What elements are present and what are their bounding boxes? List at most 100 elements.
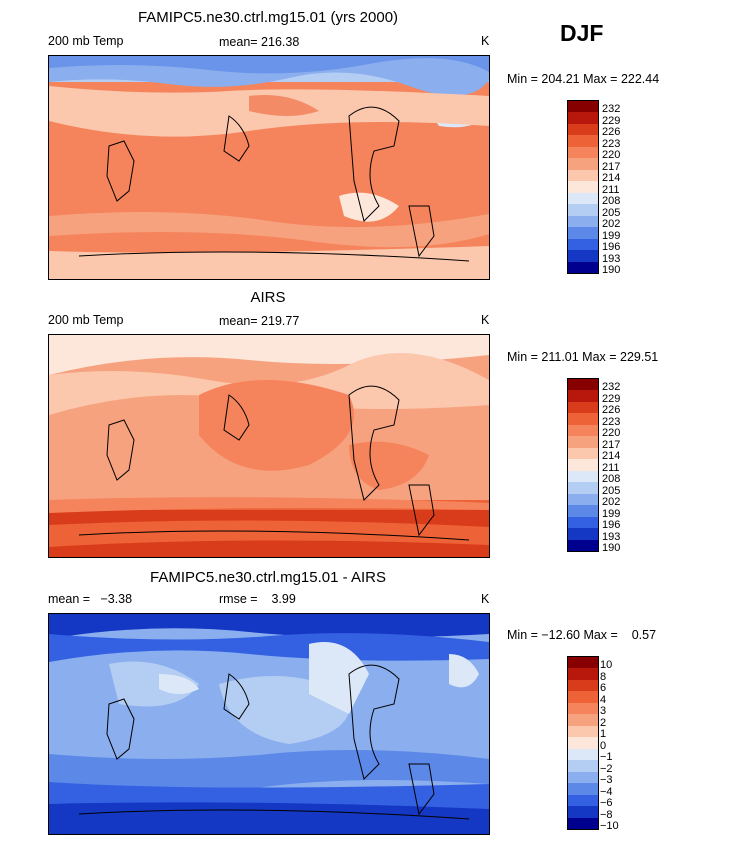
colorbar-tick: 211 bbox=[602, 184, 620, 196]
colorbar-swatch bbox=[568, 505, 598, 517]
colorbar-tick: 226 bbox=[602, 126, 621, 138]
colorbar-swatch bbox=[568, 250, 598, 262]
colorbar-tick: 232 bbox=[602, 103, 621, 115]
colorbar-swatch bbox=[568, 112, 598, 124]
colorbar-tick: −4 bbox=[600, 786, 613, 798]
colorbar-swatch bbox=[568, 238, 598, 251]
colorbar-tick: 202 bbox=[602, 218, 621, 230]
colorbar-tick: 8 bbox=[600, 671, 607, 683]
colorbar-tick: 4 bbox=[600, 694, 607, 706]
colorbar-tick: 193 bbox=[602, 253, 621, 265]
colorbar-swatch bbox=[568, 401, 598, 414]
colorbar-swatch bbox=[568, 436, 598, 448]
panel-3-rmse-label: rmse = 3.99 bbox=[219, 592, 296, 606]
panel-1-minmax: Min = 204.21 Max = 222.44 bbox=[507, 72, 660, 86]
panel-3-colorbar bbox=[567, 656, 599, 830]
panel-2-minmax: Min = 211.01 Max = 229.51 bbox=[507, 350, 659, 364]
colorbar-tick: −2 bbox=[600, 763, 613, 775]
colorbar-swatch bbox=[568, 493, 598, 506]
panel-1-title: FAMIPC5.ne30.ctrl.mg15.01 (yrs 2000) bbox=[137, 9, 399, 26]
panel-3-map bbox=[48, 613, 490, 835]
colorbar-swatch bbox=[568, 737, 598, 749]
panel-3-contour-field bbox=[49, 614, 489, 834]
colorbar-swatch bbox=[568, 702, 598, 715]
colorbar-swatch bbox=[568, 516, 598, 529]
colorbar-tick: −3 bbox=[600, 774, 613, 786]
colorbar-swatch bbox=[568, 424, 598, 437]
panel-1-contour-field bbox=[49, 56, 489, 279]
colorbar-tick: 208 bbox=[602, 473, 621, 485]
colorbar-swatch bbox=[568, 158, 598, 170]
colorbar-tick: −10 bbox=[600, 820, 619, 832]
panel-1-units-label: K bbox=[481, 34, 490, 48]
panel-2-contour-field bbox=[49, 335, 489, 557]
colorbar-tick: 193 bbox=[602, 531, 621, 543]
season-label: DJF bbox=[560, 20, 604, 46]
panel-1-colorbar bbox=[567, 100, 599, 274]
colorbar-tick: 217 bbox=[602, 439, 621, 451]
colorbar-tick: 226 bbox=[602, 404, 621, 416]
colorbar-swatch bbox=[568, 447, 598, 460]
colorbar-tick: 211 bbox=[602, 462, 620, 474]
colorbar-swatch bbox=[568, 482, 598, 494]
panel-3-units-label: K bbox=[481, 592, 490, 606]
colorbar-tick: −6 bbox=[600, 797, 613, 809]
colorbar-swatch bbox=[568, 794, 598, 807]
colorbar-swatch bbox=[568, 528, 598, 540]
colorbar-swatch bbox=[568, 783, 598, 795]
panel-2-mean-label: mean= 219.77 bbox=[219, 314, 300, 328]
colorbar-swatch bbox=[568, 181, 598, 193]
panel-3-mean-label: mean = −3.38 bbox=[48, 592, 133, 606]
colorbar-swatch bbox=[568, 227, 598, 239]
colorbar-swatch bbox=[568, 135, 598, 147]
colorbar-tick: −8 bbox=[600, 809, 613, 821]
colorbar-tick: 214 bbox=[602, 172, 621, 184]
colorbar-tick: 223 bbox=[602, 138, 621, 150]
panel-2-map bbox=[48, 334, 490, 558]
colorbar-swatch bbox=[568, 413, 598, 425]
colorbar-tick: 1 bbox=[600, 728, 607, 740]
colorbar-swatch bbox=[568, 725, 598, 738]
colorbar-tick: 220 bbox=[602, 149, 621, 161]
colorbar-tick: 208 bbox=[602, 195, 621, 207]
colorbar-tick: 190 bbox=[602, 542, 621, 554]
colorbar-swatch bbox=[568, 539, 598, 552]
colorbar-swatch bbox=[568, 748, 598, 761]
colorbar-tick: 196 bbox=[602, 519, 621, 531]
colorbar-tick: 229 bbox=[602, 115, 621, 127]
colorbar-tick: 220 bbox=[602, 427, 621, 439]
colorbar-tick: 10 bbox=[600, 659, 613, 671]
colorbar-swatch bbox=[568, 123, 598, 136]
panel-3-title: FAMIPC5.ne30.ctrl.mg15.01 - AIRS bbox=[150, 569, 386, 586]
colorbar-tick: 229 bbox=[602, 393, 621, 405]
colorbar-tick: 190 bbox=[602, 264, 621, 276]
colorbar-tick: 205 bbox=[602, 485, 621, 497]
colorbar-swatch bbox=[568, 668, 598, 680]
colorbar-swatch bbox=[568, 459, 598, 471]
colorbar-swatch bbox=[568, 379, 598, 391]
colorbar-tick: 3 bbox=[600, 705, 607, 717]
colorbar-swatch bbox=[568, 806, 598, 818]
colorbar-tick: 223 bbox=[602, 416, 621, 428]
colorbar-swatch bbox=[568, 101, 598, 113]
panel-2-colorbar bbox=[567, 378, 599, 552]
panel-1-map bbox=[48, 55, 490, 280]
panel-3-minmax: Min = −12.60 Max = 0.57 bbox=[507, 628, 657, 642]
colorbar-swatch bbox=[568, 760, 598, 772]
colorbar-swatch bbox=[568, 691, 598, 703]
colorbar-tick: 196 bbox=[602, 241, 621, 253]
colorbar-swatch bbox=[568, 261, 598, 274]
colorbar-tick: 205 bbox=[602, 207, 621, 219]
panel-1-variable-label: 200 mb Temp bbox=[48, 34, 124, 48]
colorbar-tick: −1 bbox=[600, 751, 613, 763]
colorbar-swatch bbox=[568, 169, 598, 182]
colorbar-swatch bbox=[568, 771, 598, 784]
colorbar-tick: 199 bbox=[602, 230, 621, 242]
colorbar-swatch bbox=[568, 657, 598, 669]
colorbar-swatch bbox=[568, 146, 598, 159]
colorbar-tick: 232 bbox=[602, 381, 621, 393]
colorbar-tick: 6 bbox=[600, 682, 607, 694]
colorbar-swatch bbox=[568, 714, 598, 726]
colorbar-swatch bbox=[568, 192, 598, 205]
colorbar-tick: 2 bbox=[600, 717, 607, 729]
